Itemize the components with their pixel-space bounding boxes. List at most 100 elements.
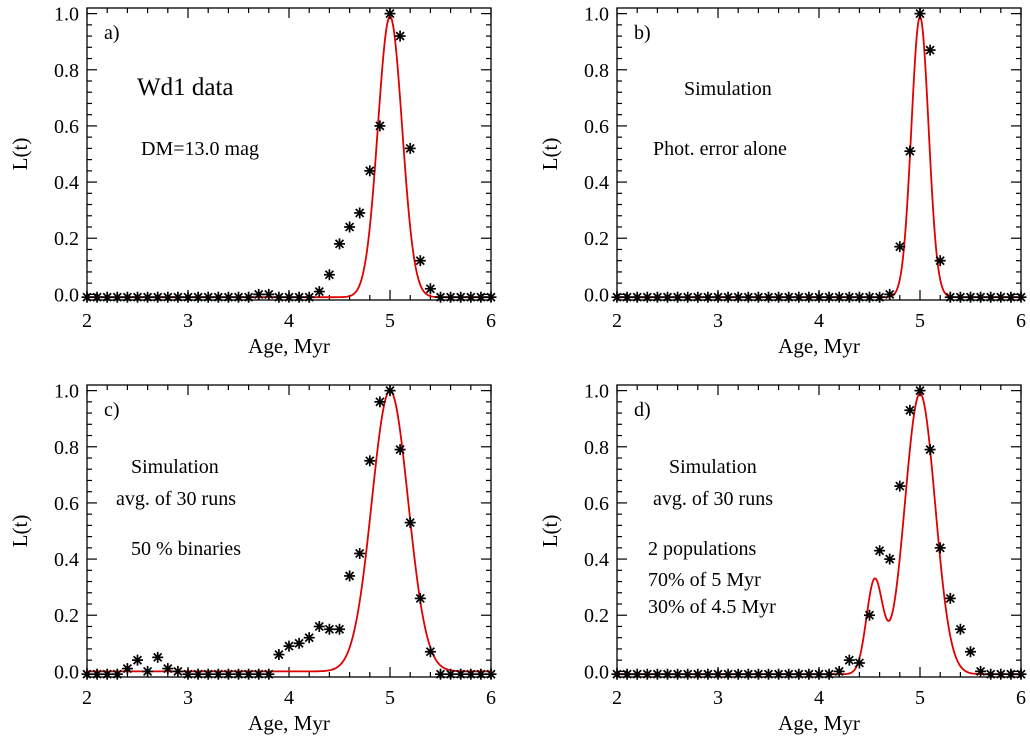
y-tick-label: 0.8: [584, 60, 609, 82]
annotation: 2 populations: [648, 538, 757, 560]
data-point: [101, 291, 113, 303]
data-point: [975, 665, 987, 677]
data-point: [364, 165, 376, 177]
data-point: [934, 255, 946, 267]
data-point: [313, 620, 325, 632]
data-point: [162, 663, 174, 675]
x-axis-label: Age, Myr: [248, 334, 330, 358]
y-axis-label: L(t): [538, 138, 562, 171]
data-point: [414, 592, 426, 604]
data-point: [445, 291, 457, 303]
x-axis-label: Age, Myr: [248, 711, 330, 735]
data-point: [763, 291, 774, 303]
data-point: [904, 145, 916, 157]
x-tick-label: 5: [385, 687, 395, 709]
data-point: [455, 291, 467, 303]
data-point: [611, 668, 623, 680]
data-point: [662, 291, 673, 303]
annotation: DM=13.0 mag: [141, 138, 259, 160]
data-point: [732, 291, 744, 303]
data-point: [864, 291, 875, 303]
annotation: avg. of 30 runs: [653, 488, 773, 510]
data-point: [722, 668, 734, 680]
data-point: [672, 291, 684, 303]
panel-b: 2 3 4 5 6 0.0 0.2 0.4 0.6 0.8 1.0 Age, Myr L(t) b) Sim…: [538, 4, 1027, 358]
data-point: [404, 517, 416, 529]
data-point: [924, 44, 936, 56]
data-point: [121, 663, 133, 675]
data-point: [783, 668, 795, 680]
panel-c: 2 3 4 5 6 0.0 0.2 0.4 0.6 0.8 1.0 Age, Myr L(t) c) Sim…: [8, 381, 497, 735]
data-point: [202, 668, 214, 680]
y-tick-label: 0.8: [584, 437, 609, 459]
data-point: [384, 8, 396, 20]
data-point: [111, 291, 123, 303]
data-point: [672, 668, 684, 680]
y-tick-label: 0.8: [54, 437, 79, 459]
y-tick-label: 0.4: [54, 172, 79, 194]
x-tick-label: 2: [612, 310, 622, 332]
data-point: [1015, 668, 1027, 680]
data-point: [621, 668, 633, 680]
data-point: [924, 444, 936, 456]
data-point: [651, 668, 663, 680]
data-point: [793, 668, 805, 680]
data-point: [101, 668, 113, 680]
y-tick-label: 1.0: [54, 381, 79, 403]
data-point: [344, 570, 356, 582]
data-point: [884, 288, 896, 300]
data-point: [475, 668, 487, 680]
data-point: [631, 291, 643, 303]
data-point: [985, 668, 997, 680]
data-point: [182, 291, 194, 303]
data-point: [263, 288, 275, 300]
annotation: Simulation: [131, 456, 219, 478]
y-tick-label: 1.0: [584, 4, 609, 26]
data-point: [323, 623, 335, 635]
data-point: [773, 668, 785, 680]
data-point: [793, 291, 805, 303]
data-point: [273, 291, 285, 303]
y-axis-label: L(t): [8, 515, 32, 548]
data-point: [944, 592, 956, 604]
data-point: [752, 668, 764, 680]
x-tick-label: 3: [713, 687, 723, 709]
data-point: [874, 545, 886, 557]
data-point: [81, 291, 93, 303]
y-axis-label: L(t): [8, 138, 32, 171]
annotation: Simulation: [669, 456, 757, 478]
data-point: [641, 668, 653, 680]
data-point: [243, 291, 255, 303]
data-point: [313, 286, 325, 298]
data-point: [853, 657, 865, 669]
data-point: [611, 291, 623, 303]
x-tick-label: 5: [915, 687, 925, 709]
panel-letter: a): [104, 22, 120, 44]
data-point: [631, 668, 643, 680]
plot-frame: [86, 384, 492, 678]
data-point: [833, 291, 845, 303]
y-tick-label: 0.6: [584, 493, 609, 515]
data-point: [662, 668, 673, 680]
fit-curve: [87, 389, 491, 673]
data-point: [485, 291, 497, 303]
x-tick-label: 6: [486, 310, 496, 332]
data-point: [424, 646, 436, 658]
x-tick-label: 2: [612, 687, 622, 709]
x-tick-label: 4: [284, 687, 294, 709]
x-tick-label: 4: [814, 687, 824, 709]
y-tick-label: 0.2: [54, 605, 79, 627]
y-tick-label: 0.4: [584, 172, 609, 194]
data-point: [303, 632, 315, 644]
data-point: [722, 291, 734, 303]
panel-letter: c): [104, 399, 120, 421]
data-point: [651, 291, 663, 303]
y-tick-label: 0.2: [584, 605, 609, 627]
panel-a: 2 3 4 5 6 0.0 0.2 0.4 0.6 0.8 1.0 Age, Myr L(t) a) Wd1…: [8, 4, 497, 358]
data-point: [354, 207, 366, 219]
data-point: [853, 291, 865, 303]
y-tick-label: 0.6: [54, 493, 79, 515]
data-point: [374, 396, 386, 408]
data-point: [334, 623, 345, 635]
annotation: Phot. error alone: [653, 138, 787, 160]
